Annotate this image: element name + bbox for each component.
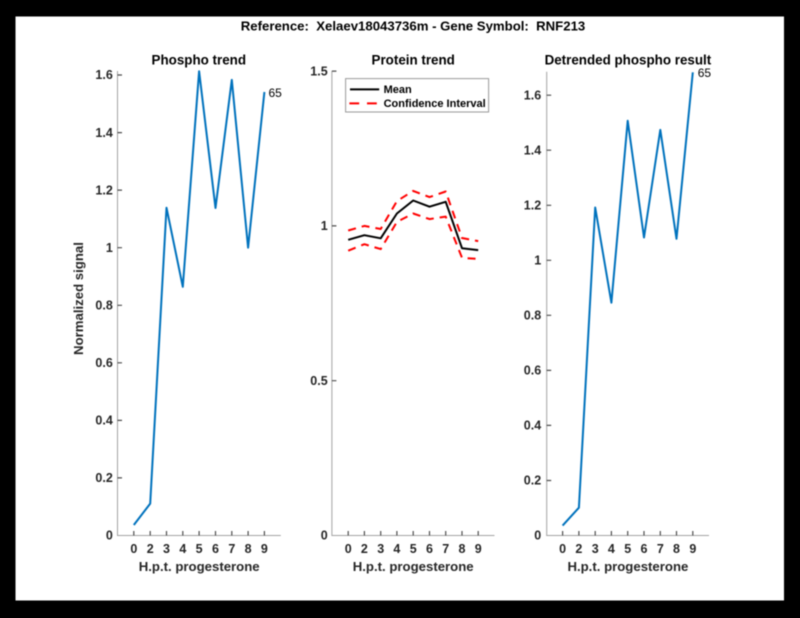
- svg-text:Mean: Mean: [384, 84, 412, 96]
- svg-text:65: 65: [698, 66, 712, 80]
- svg-text:1.5: 1.5: [310, 64, 327, 78]
- svg-text:6: 6: [212, 542, 219, 556]
- svg-text:7: 7: [657, 542, 664, 556]
- svg-text:Normalized signal: Normalized signal: [71, 242, 86, 355]
- svg-text:6: 6: [641, 542, 648, 556]
- svg-text:0.5: 0.5: [310, 374, 327, 388]
- svg-text:1.4: 1.4: [95, 126, 112, 140]
- svg-text:2: 2: [147, 542, 154, 556]
- svg-text:5: 5: [196, 542, 203, 556]
- svg-text:0.6: 0.6: [95, 356, 112, 370]
- svg-text:Detrended phospho result: Detrended phospho result: [545, 53, 712, 68]
- svg-text:9: 9: [689, 542, 696, 556]
- svg-text:4: 4: [179, 542, 186, 556]
- svg-text:1: 1: [321, 219, 328, 233]
- svg-text:H.p.t. progesterone: H.p.t. progesterone: [353, 559, 474, 574]
- svg-text:2: 2: [575, 542, 582, 556]
- svg-text:8: 8: [673, 542, 680, 556]
- svg-text:9: 9: [475, 542, 482, 556]
- svg-text:0.8: 0.8: [524, 309, 541, 323]
- svg-text:3: 3: [592, 542, 599, 556]
- svg-text:9: 9: [261, 542, 268, 556]
- svg-text:5: 5: [624, 542, 631, 556]
- svg-text:65: 65: [269, 86, 283, 100]
- svg-text:0: 0: [534, 529, 541, 543]
- svg-text:1.4: 1.4: [524, 143, 541, 157]
- svg-text:0: 0: [321, 529, 328, 543]
- svg-text:0: 0: [130, 542, 137, 556]
- svg-text:2: 2: [361, 542, 368, 556]
- svg-text:7: 7: [228, 542, 235, 556]
- svg-text:1: 1: [106, 241, 113, 255]
- svg-text:H.p.t. progesterone: H.p.t. progesterone: [567, 559, 688, 574]
- svg-text:0: 0: [106, 529, 113, 543]
- svg-text:H.p.t. progesterone: H.p.t. progesterone: [139, 559, 260, 574]
- svg-text:7: 7: [442, 542, 449, 556]
- svg-text:1: 1: [534, 254, 541, 268]
- svg-text:1.2: 1.2: [524, 199, 541, 213]
- svg-text:4: 4: [608, 542, 615, 556]
- svg-text:8: 8: [459, 542, 466, 556]
- svg-text:0.8: 0.8: [95, 299, 112, 313]
- svg-text:0.2: 0.2: [524, 474, 541, 488]
- svg-text:0.6: 0.6: [524, 364, 541, 378]
- svg-text:Protein trend: Protein trend: [372, 53, 455, 68]
- svg-text:3: 3: [377, 542, 384, 556]
- svg-text:0: 0: [559, 542, 566, 556]
- svg-text:0.4: 0.4: [524, 419, 541, 433]
- svg-text:1.6: 1.6: [524, 88, 541, 102]
- svg-text:1.6: 1.6: [95, 68, 112, 82]
- svg-text:Phospho trend: Phospho trend: [152, 53, 246, 68]
- svg-text:Confidence Interval: Confidence Interval: [384, 98, 486, 110]
- svg-text:0.4: 0.4: [95, 414, 112, 428]
- svg-text:Reference: Xelaev18043736m -: Reference: Xelaev18043736m - Gene Symbol…: [241, 19, 586, 34]
- svg-text:0: 0: [345, 542, 352, 556]
- svg-text:5: 5: [410, 542, 417, 556]
- svg-text:6: 6: [426, 542, 433, 556]
- svg-text:1.2: 1.2: [95, 183, 112, 197]
- svg-text:3: 3: [163, 542, 170, 556]
- svg-text:8: 8: [245, 542, 252, 556]
- svg-text:0.2: 0.2: [95, 471, 112, 485]
- svg-text:4: 4: [393, 542, 400, 556]
